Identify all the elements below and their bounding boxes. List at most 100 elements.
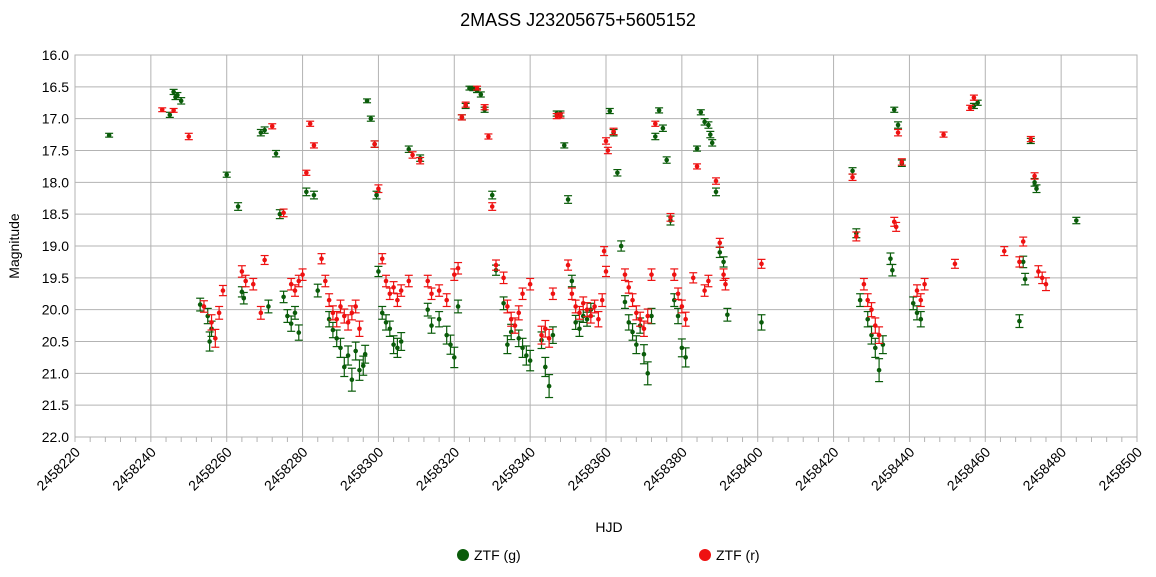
data-point-r xyxy=(586,308,595,324)
data-point-g xyxy=(541,356,550,378)
data-point-r xyxy=(548,287,557,301)
x-tick-labels: 2458220 2458240 2458260 2458280 2458300 24583… xyxy=(33,444,1145,494)
data-point-g xyxy=(1032,184,1041,194)
data-point-g xyxy=(715,246,724,259)
data-point-g xyxy=(397,331,406,352)
data-point-g xyxy=(890,106,899,113)
data-point-g xyxy=(1021,272,1030,286)
data-point-g xyxy=(886,252,895,266)
y-tick-label: 17.0 xyxy=(42,111,69,127)
data-point-g xyxy=(359,355,368,376)
data-point-r xyxy=(260,254,269,266)
x-tick-label: 2458280 xyxy=(261,444,311,494)
x-tick-label: 2458480 xyxy=(1019,444,1069,494)
data-point-r xyxy=(863,293,872,308)
data-point-r xyxy=(894,128,903,137)
data-point-r xyxy=(211,328,220,348)
data-point-r xyxy=(442,293,451,308)
data-point-r xyxy=(609,127,618,136)
data-point-g xyxy=(693,145,702,152)
data-point-r xyxy=(1034,265,1043,278)
data-point-g xyxy=(427,317,436,334)
x-minor-ticks xyxy=(74,437,1138,442)
data-point-g xyxy=(272,149,281,158)
data-point-g xyxy=(696,109,705,116)
data-point-g xyxy=(651,132,660,141)
data-point-r xyxy=(355,320,364,338)
data-point-r xyxy=(492,259,501,271)
data-point-g xyxy=(674,307,683,325)
data-point-r xyxy=(647,268,656,281)
y-tick-label: 20.0 xyxy=(42,302,69,318)
data-point-g xyxy=(662,156,671,164)
data-point-g xyxy=(385,320,394,338)
y-tick-label: 18.5 xyxy=(42,206,69,222)
data-point-g xyxy=(613,169,622,177)
legend-label-g: ZTF (g) xyxy=(474,547,521,563)
data-point-g xyxy=(279,290,288,304)
data-point-g xyxy=(454,299,463,314)
data-point-r xyxy=(374,184,383,194)
data-point-g xyxy=(757,314,766,331)
x-tick-label: 2458260 xyxy=(185,444,235,494)
data-point-r xyxy=(507,311,516,327)
x-tick-label: 2458300 xyxy=(337,444,387,494)
data-point-r xyxy=(602,137,610,145)
data-point-r xyxy=(499,271,508,285)
data-point-r xyxy=(920,277,929,291)
data-point-g xyxy=(894,121,903,129)
data-point-g xyxy=(888,263,897,277)
data-point-g xyxy=(423,302,432,317)
y-tick-label: 22.0 xyxy=(42,429,69,445)
data-point-r xyxy=(1030,172,1039,180)
data-point-r xyxy=(721,277,730,291)
data-points xyxy=(105,85,1081,399)
data-point-r xyxy=(867,302,876,318)
x-tick-label: 2458320 xyxy=(413,444,463,494)
data-point-r xyxy=(852,231,861,242)
data-point-g xyxy=(355,359,364,381)
data-point-g xyxy=(575,320,584,338)
data-point-r xyxy=(859,277,868,291)
data-point-r xyxy=(711,177,720,185)
data-point-g xyxy=(237,286,246,298)
data-point-r xyxy=(643,308,652,324)
data-point-g xyxy=(1019,255,1028,269)
data-point-r xyxy=(302,169,311,176)
data-point-r xyxy=(454,261,463,275)
data-point-g xyxy=(361,344,370,364)
data-point-r xyxy=(541,319,550,338)
data-point-g xyxy=(681,347,690,368)
data-point-g xyxy=(476,91,485,98)
data-point-g xyxy=(165,111,174,118)
data-point-r xyxy=(598,293,607,308)
data-point-r xyxy=(457,114,466,121)
data-point-g xyxy=(916,310,925,328)
y-tick-labels: 16.0 16.5 17.0 17.5 18.0 18.5 19.0 19.5 20.0 20.5… xyxy=(42,47,69,445)
x-tick-label: 2458360 xyxy=(564,444,614,494)
data-point-r xyxy=(666,212,675,222)
data-point-g xyxy=(275,209,284,220)
x-tick-label: 2458380 xyxy=(640,444,690,494)
data-point-r xyxy=(700,284,709,297)
data-point-r xyxy=(871,317,880,334)
data-point-r xyxy=(427,287,436,301)
data-point-g xyxy=(378,305,387,320)
data-point-r xyxy=(514,305,523,321)
data-point-r xyxy=(404,274,413,288)
data-point-g xyxy=(706,130,715,139)
data-point-r xyxy=(670,268,679,281)
data-point-r xyxy=(423,274,432,288)
data-point-r xyxy=(620,268,629,281)
y-tick-label: 19.0 xyxy=(42,238,69,254)
data-point-r xyxy=(681,311,690,327)
data-point-r xyxy=(651,120,660,127)
data-point-g xyxy=(287,315,296,332)
data-point-g xyxy=(435,310,444,328)
y-tick-label: 17.5 xyxy=(42,143,69,159)
data-point-g xyxy=(374,265,383,278)
data-point-r xyxy=(256,305,265,320)
data-point-r xyxy=(169,107,178,113)
data-point-r xyxy=(382,274,391,288)
data-point-g xyxy=(446,334,455,355)
